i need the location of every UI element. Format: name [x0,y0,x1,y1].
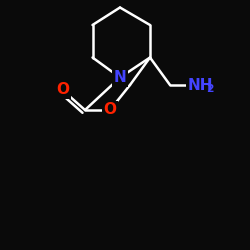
Text: NH: NH [187,78,213,92]
Text: O: O [104,102,117,118]
Text: 2: 2 [206,84,213,94]
Text: N: N [114,70,126,85]
Text: O: O [56,82,69,98]
